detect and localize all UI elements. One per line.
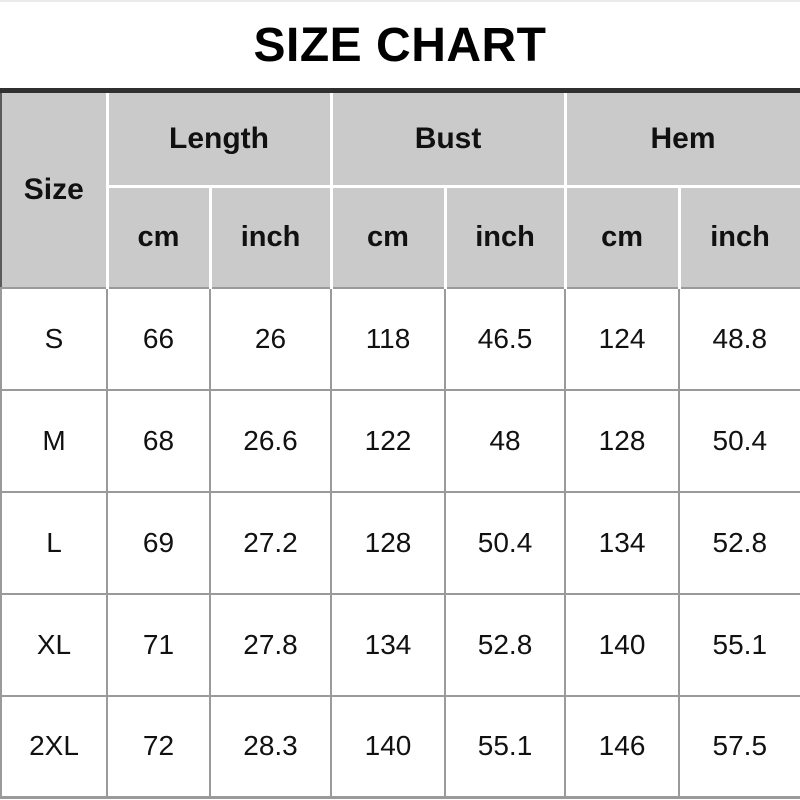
- cell-length-inch: 28.3: [208, 694, 333, 799]
- cell-hem-inch: 48.8: [678, 286, 800, 391]
- header-row-groups: Size Length Bust Hem: [0, 88, 800, 289]
- cell-length-inch: 26: [208, 286, 333, 391]
- cell-hem-cm: 140: [564, 592, 681, 697]
- cell-size-label: M: [0, 388, 108, 493]
- unit-header-length-inch: inch: [208, 186, 332, 289]
- unit-header-hem-cm: cm: [563, 186, 680, 289]
- cell-bust-inch: 52.8: [444, 592, 567, 697]
- cell-length-inch: 27.8: [208, 592, 333, 697]
- cell-bust-inch: 46.5: [444, 286, 567, 391]
- cell-length-cm: 71: [106, 592, 211, 697]
- cell-bust-cm: 118: [330, 286, 447, 391]
- table-row-2xl: 2XL 72 28.3 140 55.1 146 57.5: [0, 694, 800, 799]
- unit-header-bust-cm: cm: [329, 186, 446, 289]
- cell-size-label: 2XL: [0, 694, 108, 799]
- table-row-l: L 69 27.2 128 50.4 134 52.8: [0, 490, 800, 595]
- header-row-units: cm inch cm inch cm inch: [1, 186, 800, 289]
- cell-bust-cm: 122: [330, 388, 447, 493]
- header-cell-bust: Bust: [329, 88, 566, 188]
- cell-size-label: XL: [0, 592, 108, 697]
- cell-bust-cm: 128: [330, 490, 447, 595]
- header-cell-length: Length: [105, 88, 332, 188]
- cell-bust-cm: 140: [330, 694, 447, 799]
- cell-length-cm: 72: [106, 694, 211, 799]
- cell-size-label: L: [0, 490, 108, 595]
- cell-bust-cm: 134: [330, 592, 447, 697]
- cell-hem-cm: 146: [564, 694, 681, 799]
- size-chart-table: Size Length Bust Hem cm inch cm inch cm …: [0, 88, 800, 799]
- cell-size-label: S: [0, 286, 108, 391]
- page-title: SIZE CHART: [253, 18, 547, 72]
- cell-length-cm: 69: [106, 490, 211, 595]
- header-cell-size: Size: [0, 88, 107, 289]
- cell-bust-inch: 55.1: [444, 694, 567, 799]
- cell-hem-cm: 124: [564, 286, 681, 391]
- title-bar: SIZE CHART: [0, 2, 800, 88]
- unit-header-bust-inch: inch: [443, 186, 566, 289]
- table-row-s: S 66 26 118 46.5 124 48.8: [0, 286, 800, 391]
- cell-length-cm: 66: [106, 286, 211, 391]
- cell-hem-inch: 57.5: [678, 694, 800, 799]
- unit-header-length-cm: cm: [105, 186, 210, 289]
- header-cell-hem: Hem: [563, 88, 800, 188]
- cell-bust-inch: 50.4: [444, 490, 567, 595]
- table-row-m: M 68 26.6 122 48 128 50.4: [0, 388, 800, 493]
- top-divider-line: [0, 0, 800, 2]
- table-row-xl: XL 71 27.8 134 52.8 140 55.1: [0, 592, 800, 697]
- cell-hem-inch: 50.4: [678, 388, 800, 493]
- unit-header-hem-inch: inch: [677, 186, 800, 289]
- cell-hem-cm: 134: [564, 490, 681, 595]
- cell-bust-inch: 48: [444, 388, 567, 493]
- cell-length-inch: 27.2: [208, 490, 333, 595]
- cell-hem-inch: 55.1: [678, 592, 800, 697]
- cell-length-cm: 68: [106, 388, 211, 493]
- cell-length-inch: 26.6: [208, 388, 333, 493]
- cell-hem-cm: 128: [564, 388, 681, 493]
- cell-hem-inch: 52.8: [678, 490, 800, 595]
